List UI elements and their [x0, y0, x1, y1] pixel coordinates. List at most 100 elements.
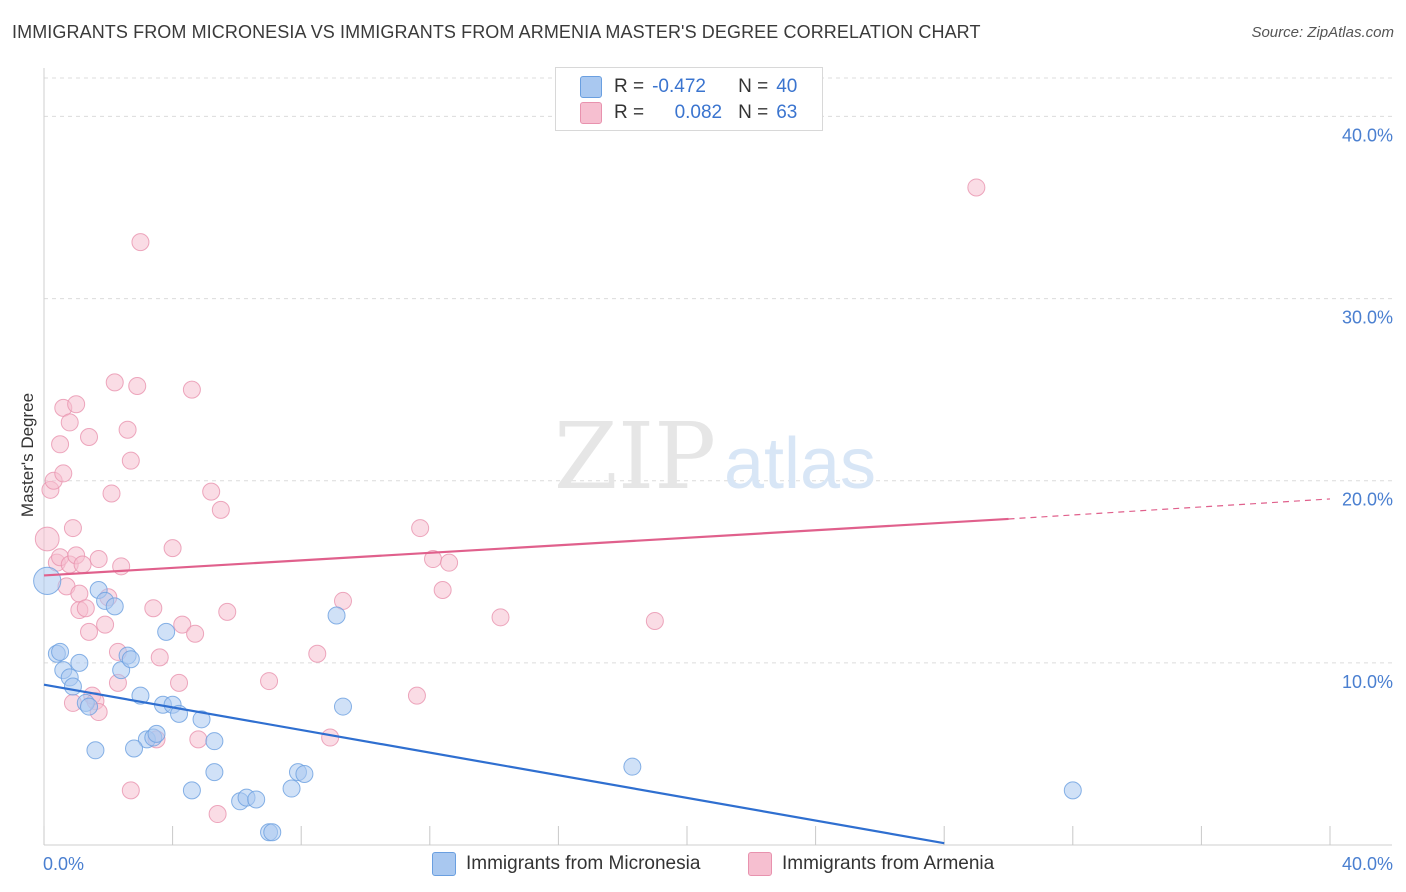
armenia-point [173, 615, 192, 634]
armenia-point [308, 644, 327, 663]
chart-title: IMMIGRANTS FROM MICRONESIA VS IMMIGRANTS… [12, 22, 981, 42]
watermark-zip: ZIP [554, 403, 716, 510]
armenia-point [63, 519, 82, 538]
trend-lines [43, 498, 1331, 845]
armenia-point [89, 550, 108, 569]
legend-swatch-micronesia [580, 76, 602, 98]
source-label: Source: ZipAtlas.com [1251, 24, 1394, 41]
armenia-point [189, 730, 208, 749]
armenia-point [202, 482, 221, 501]
bottom-legend-swatch-armenia [748, 852, 772, 876]
legend-n-label: N = [738, 102, 769, 123]
watermark-atlas: atlas [724, 424, 876, 504]
armenia-point [433, 581, 452, 599]
armenia-point [121, 451, 140, 470]
legend-n-label: N = [738, 76, 769, 97]
x-tick-label: 40.0% [1342, 854, 1393, 874]
armenia-point [73, 555, 92, 574]
micronesia-point [63, 677, 82, 696]
armenia-point [218, 602, 237, 621]
armenia-point [170, 673, 189, 692]
micronesia-point [121, 650, 140, 669]
armenia-point [54, 464, 73, 483]
axes [43, 68, 1392, 846]
micronesia-point [105, 597, 124, 616]
legend-r-label: R = [614, 102, 645, 123]
bottom-legend-armenia: Immigrants from Armenia [748, 851, 994, 877]
armenia-point [144, 599, 163, 618]
armenia-point [186, 624, 205, 643]
armenia-point [407, 686, 426, 705]
correlation-legend: R = -0.472 N = 40 R = 0.082 N = 63 [555, 67, 823, 131]
armenia-point [67, 395, 86, 414]
micronesia-point [333, 697, 352, 716]
micronesia-point [157, 622, 176, 641]
armenia-point [440, 553, 459, 572]
micronesia-point [1063, 781, 1082, 800]
legend-row-micronesia: R = -0.472 N = 40 [580, 74, 797, 100]
micronesia-trend-line [43, 683, 945, 845]
bottom-legend-label-micronesia: Immigrants from Micronesia [466, 853, 701, 874]
armenia-point [491, 608, 510, 627]
armenia-point [80, 428, 99, 446]
y-tick-label: 20.0% [1342, 490, 1393, 510]
micronesia-point [192, 710, 211, 729]
micronesia-point [282, 779, 301, 798]
armenia-point [260, 672, 279, 691]
micronesia-point [147, 724, 166, 743]
micronesia-point [182, 781, 201, 800]
bottom-legend-micronesia: Immigrants from Micronesia [432, 851, 700, 877]
grid-lines [44, 77, 1392, 664]
armenia-point [60, 413, 79, 432]
armenia-point [121, 781, 140, 800]
armenia-point [208, 805, 227, 824]
armenia-point [211, 500, 230, 519]
micronesia-point [86, 741, 105, 760]
armenia-point [645, 611, 664, 630]
micronesia-point [623, 757, 642, 776]
y-axis-label: Master's Degree [18, 393, 37, 517]
armenia-point [102, 484, 121, 503]
micronesia-point [80, 697, 99, 716]
armenia-point [182, 380, 201, 399]
y-tick-label: 30.0% [1342, 308, 1393, 328]
legend-swatch-armenia [580, 102, 602, 124]
armenia-point [128, 377, 147, 395]
armenia-point [321, 728, 340, 747]
armenia-point [131, 233, 150, 252]
legend-r-label: R = [614, 76, 645, 97]
micronesia-point [295, 764, 314, 783]
tick-labels: 10.0% 20.0% 30.0% 40.0% 0.0% 40.0% [43, 125, 1393, 874]
micronesia-points [33, 566, 1082, 842]
legend-row-armenia: R = 0.082 N = 63 [580, 100, 797, 126]
legend-n-value: 63 [776, 102, 798, 123]
bottom-legend-swatch-micronesia [432, 852, 456, 876]
micronesia-point [125, 739, 144, 758]
micronesia-point [205, 763, 224, 782]
y-tick-label: 10.0% [1342, 672, 1393, 692]
armenia-point [80, 622, 99, 641]
armenia-point [34, 526, 60, 552]
armenia-point [411, 519, 430, 538]
armenia-point [967, 178, 986, 197]
micronesia-point [247, 790, 266, 809]
armenia-point [163, 539, 182, 558]
armenia-point [76, 599, 95, 618]
micronesia-point [205, 732, 224, 751]
micronesia-point [263, 823, 282, 842]
micronesia-point [70, 653, 89, 672]
x-tick-label: 0.0% [43, 854, 84, 874]
legend-r-value: -0.472 [652, 76, 706, 97]
armenia-point [96, 615, 115, 634]
micronesia-point [51, 642, 70, 661]
bottom-legend-label-armenia: Immigrants from Armenia [782, 853, 995, 874]
legend-r-value: 0.082 [674, 102, 723, 123]
micronesia-point [33, 566, 62, 595]
armenia-trend-extension [1008, 498, 1331, 520]
armenia-point [51, 435, 70, 454]
y-tick-label: 40.0% [1342, 125, 1393, 145]
legend-n-value: 40 [776, 76, 798, 97]
armenia-point [118, 420, 137, 439]
armenia-point [150, 648, 169, 667]
